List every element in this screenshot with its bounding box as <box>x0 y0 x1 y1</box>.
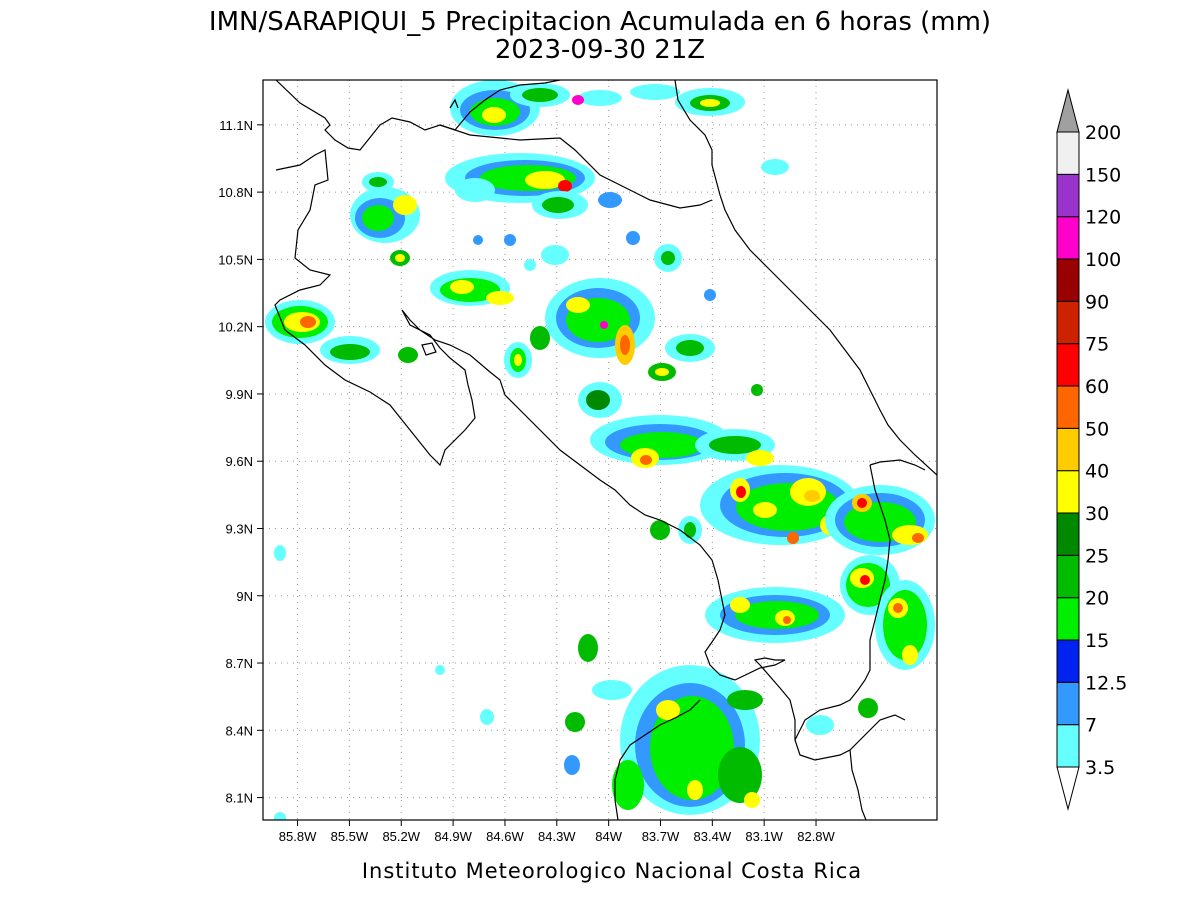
colorbar-label: 75 <box>1085 334 1109 356</box>
lon-tick-label: 84W <box>595 829 622 844</box>
colorbar-label: 15 <box>1085 630 1109 652</box>
costa-rica-nicaragua-border <box>439 124 713 209</box>
lat-tick-label: 10.5N <box>218 252 253 267</box>
lon-tick-label: 83.1W <box>745 829 783 844</box>
colorbar-segment <box>1056 300 1080 345</box>
lon-tick-label: 84.3W <box>538 829 576 844</box>
costa-rica-panama-border <box>869 459 926 471</box>
osa-inner-coast <box>614 699 701 820</box>
lat-tick-label: 9.6N <box>226 454 253 469</box>
colorbar-segment <box>1056 385 1080 429</box>
colorbar-label: 20 <box>1085 588 1109 610</box>
precip-cell-north-2 <box>630 84 745 116</box>
colorbar-segment <box>1056 131 1080 175</box>
precip-scattered-light <box>274 159 789 820</box>
colorbar-label: 30 <box>1085 503 1109 525</box>
lon-tick-label: 84.9W <box>434 829 472 844</box>
colorbar-segment <box>1056 724 1080 768</box>
precip-cell-south-panama <box>564 634 878 815</box>
colorbar-segment <box>1056 681 1080 726</box>
colorbar-label: 7 <box>1085 715 1097 737</box>
precip-cell-san-carlos <box>445 153 622 219</box>
colorbar-label: 3.5 <box>1085 757 1115 779</box>
colorbar-label: 120 <box>1085 207 1121 229</box>
colorbar-segment <box>1056 639 1080 683</box>
lat-tick-label: 8.1N <box>226 791 253 806</box>
lat-tick-label: 9.9N <box>226 387 253 402</box>
colorbar-segment <box>1056 470 1080 514</box>
longitude-axis: 85.8W 85.5W 85.2W 84.9W 84.6W 84.3W 84W 83.7W 83… <box>279 820 836 844</box>
panama-pacific-coast <box>734 657 906 761</box>
lat-tick-label: 10.2N <box>218 320 253 335</box>
colorbar-segment <box>1056 554 1080 599</box>
lat-tick-label: 11.1N <box>219 118 253 133</box>
colorbar-segment <box>1056 216 1080 260</box>
colorbar-segment <box>1056 343 1080 387</box>
map-subtitle-date: 2023-09-30 21Z <box>495 35 705 65</box>
colorbar-legend: 3.5 7 12.5 15 20 25 30 40 50 60 75 90 100 120 150 200 <box>1056 88 1127 811</box>
precip-band-talamanca <box>700 465 860 545</box>
colorbar-segment <box>1056 427 1080 472</box>
nicaragua-pacific-coast <box>275 80 456 151</box>
lat-tick-label: 8.7N <box>226 656 253 671</box>
caribbean-coast <box>674 80 937 476</box>
precip-cell-central-volcanic <box>541 244 715 381</box>
lake-nicaragua-shore <box>454 80 561 131</box>
precip-cell-guanacaste-north <box>350 172 420 266</box>
guanacaste-coast <box>274 149 736 681</box>
lon-tick-label: 83.7W <box>642 829 680 844</box>
colorbar-under-arrow <box>1056 766 1080 811</box>
coastlines-and-borders <box>274 80 937 820</box>
lat-tick-label: 9N <box>236 589 253 604</box>
colorbar-label: 12.5 <box>1085 672 1127 694</box>
colorbar-segment <box>1056 512 1080 556</box>
colorbar-segment <box>1056 173 1080 218</box>
lon-tick-label: 83.4W <box>694 829 732 844</box>
colorbar-label: 150 <box>1085 164 1121 186</box>
southern-tip-coast <box>849 749 867 820</box>
footer-credit: Instituto Meteorologico Nacional Costa R… <box>362 859 862 883</box>
colorbar-label: 25 <box>1085 545 1109 567</box>
precipitation-layer <box>265 80 935 820</box>
lat-tick-label: 10.8N <box>218 185 253 200</box>
lat-tick-label: 9.3N <box>226 521 253 536</box>
precip-cell-nicoya-west <box>265 300 418 364</box>
lon-tick-label: 85.5W <box>331 829 369 844</box>
north-coast-fragment <box>449 98 459 109</box>
latitude-axis: 11.1N 10.8N 10.5N 10.2N 9.9N 9.6N 9.3N 9N 8.7N 8.… <box>218 118 263 806</box>
colorbar-segment <box>1056 597 1080 641</box>
colorbar-label: 50 <box>1085 418 1109 440</box>
precip-cell-north-1 <box>450 80 622 136</box>
colorbar-label: 40 <box>1085 461 1109 483</box>
burica-coast <box>794 464 891 741</box>
lon-tick-label: 85.8W <box>279 829 317 844</box>
lon-tick-label: 85.2W <box>382 829 420 844</box>
colorbar-over-arrow <box>1056 88 1080 133</box>
lon-tick-label: 82.8W <box>797 829 835 844</box>
colorbar-label: 100 <box>1085 249 1121 271</box>
precip-cell-central-north <box>430 270 550 378</box>
lon-tick-label: 84.6W <box>486 829 524 844</box>
precip-cell-osa <box>650 516 845 643</box>
colorbar-label: 90 <box>1085 291 1109 313</box>
plot-frame <box>262 79 938 821</box>
lat-tick-label: 8.4N <box>226 723 253 738</box>
colorbar-segment <box>1056 258 1080 302</box>
precip-band-caribbean-slope <box>578 382 775 468</box>
precip-cell-southeast <box>825 485 935 670</box>
plot-area <box>263 80 937 820</box>
colorbar-label: 60 <box>1085 376 1109 398</box>
colorbar-label: 200 <box>1085 122 1121 144</box>
nicoya-gulf-island <box>421 342 437 356</box>
map-title: IMN/SARAPIQUI_5 Precipitacion Acumulada … <box>209 7 991 37</box>
